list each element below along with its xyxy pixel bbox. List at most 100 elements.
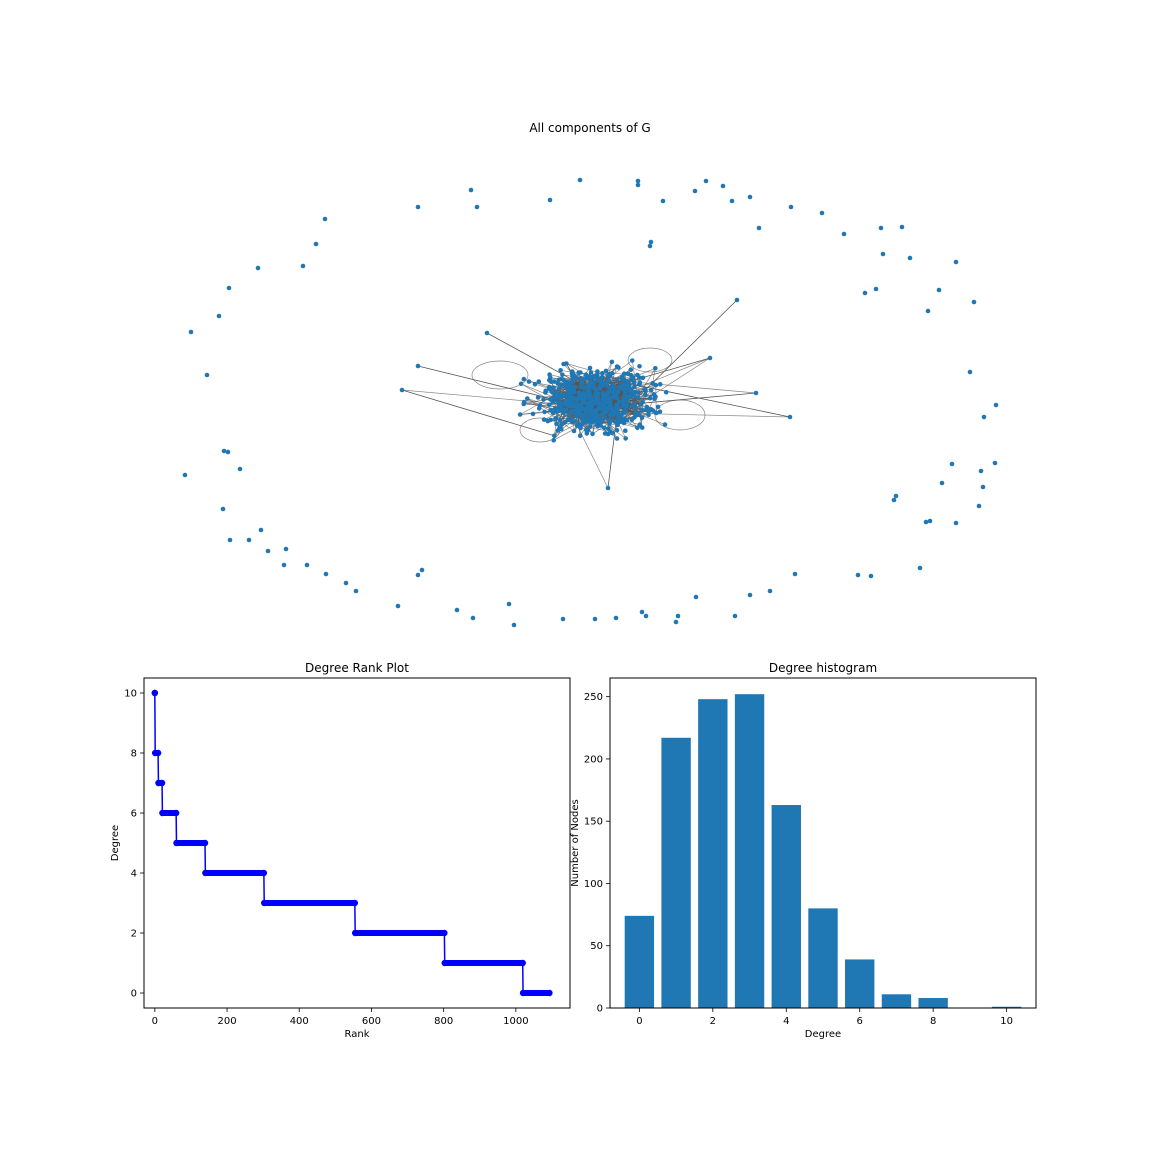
network-node <box>567 396 572 401</box>
rank-y-tick-label: 6 <box>131 809 137 820</box>
histogram-y-tick-label: 100 <box>584 879 603 890</box>
network-node <box>204 372 210 378</box>
network-node <box>646 412 651 418</box>
network-node <box>732 613 738 619</box>
network-node <box>611 384 617 390</box>
network-node <box>571 428 577 434</box>
network-node <box>532 381 538 387</box>
network-node <box>581 406 586 412</box>
network-node <box>633 405 638 410</box>
network-node <box>753 390 759 396</box>
network-node <box>925 308 931 314</box>
network-node <box>607 385 613 390</box>
network-node <box>521 399 527 405</box>
network-node <box>862 290 868 296</box>
network-node <box>992 460 998 466</box>
network-node <box>640 408 645 413</box>
network-node <box>632 415 637 420</box>
histogram-bar <box>991 1006 1022 1008</box>
network-node <box>767 588 773 594</box>
network-node <box>322 216 328 222</box>
network-panel: All components of G <box>182 121 999 628</box>
network-node <box>578 425 583 431</box>
network-node <box>592 386 597 391</box>
network-node <box>470 615 476 621</box>
network-node <box>615 389 621 395</box>
histogram-bar <box>845 959 875 1008</box>
rank-plot-frame <box>143 677 571 1009</box>
network-node <box>557 417 563 423</box>
network-node <box>580 397 586 402</box>
network-node <box>555 394 561 399</box>
rank-marker <box>173 839 180 847</box>
network-nodes <box>182 177 999 628</box>
network-node <box>555 380 560 386</box>
network-node <box>891 497 897 503</box>
network-node <box>729 198 735 204</box>
histogram-x-tick-label: 0 <box>636 1016 642 1027</box>
network-node <box>653 394 658 400</box>
network-node <box>585 384 590 390</box>
network-node <box>583 393 588 399</box>
network-node <box>614 428 620 433</box>
network-node <box>541 397 546 402</box>
network-node <box>655 404 661 410</box>
network-node <box>564 382 570 387</box>
network-node <box>547 197 553 203</box>
network-node <box>588 370 594 375</box>
network-node <box>625 397 631 402</box>
network-node <box>622 403 628 408</box>
network-node <box>597 386 603 392</box>
network-edge <box>401 389 555 437</box>
histogram-x-axis-label: Degree <box>805 1029 841 1040</box>
histogram-x-tick-label: 8 <box>930 1016 936 1027</box>
network-node <box>640 375 646 381</box>
rank-y-tick-label: 4 <box>131 869 137 880</box>
network-node <box>536 406 542 411</box>
histogram-y-tick-label: 150 <box>584 817 603 828</box>
network-node <box>637 422 642 428</box>
network-node <box>613 615 619 621</box>
network-node <box>265 548 271 554</box>
network-node <box>300 263 306 269</box>
network-node <box>548 417 553 423</box>
network-node <box>927 518 933 524</box>
rank-marker <box>546 989 553 997</box>
network-node <box>313 241 319 247</box>
network-edge <box>471 360 529 390</box>
network-node <box>574 423 580 428</box>
rank-x-tick-label: 200 <box>217 1016 236 1027</box>
network-node <box>584 401 590 406</box>
histogram-y-axis-label: Number of Nodes <box>570 799 581 886</box>
network-node <box>547 378 552 383</box>
network-node <box>976 503 982 509</box>
network-node <box>604 399 610 405</box>
network-node <box>609 359 615 365</box>
network-node <box>419 567 425 573</box>
network-node <box>559 421 564 427</box>
network-node <box>255 265 261 271</box>
rank-plot-title: Degree Rank Plot <box>305 661 409 675</box>
network-node <box>638 401 644 407</box>
network-node <box>788 204 794 210</box>
network-node <box>225 449 231 455</box>
network-node <box>917 565 923 571</box>
network-node <box>675 613 681 619</box>
network-node <box>880 251 886 257</box>
network-node <box>517 412 523 417</box>
network-node <box>657 409 663 415</box>
rank-x-ticks: 0 200 400 600 800 1000 <box>152 1008 529 1027</box>
network-node <box>551 437 556 443</box>
histogram-x-tick-label: 10 <box>1000 1016 1013 1027</box>
histogram-x-tick-label: 4 <box>783 1016 789 1027</box>
network-edge <box>566 404 609 489</box>
network-node <box>628 367 634 373</box>
network-node <box>226 285 232 291</box>
network-node <box>647 395 653 401</box>
network-node <box>474 204 480 210</box>
network-node <box>560 616 566 622</box>
network-node <box>624 417 629 423</box>
network-node <box>792 571 798 577</box>
rank-marker <box>519 959 526 967</box>
degree-rank-panel: Degree Rank Plot 0 200 400 600 800 1000 0 2 4 6 8… <box>110 661 571 1040</box>
